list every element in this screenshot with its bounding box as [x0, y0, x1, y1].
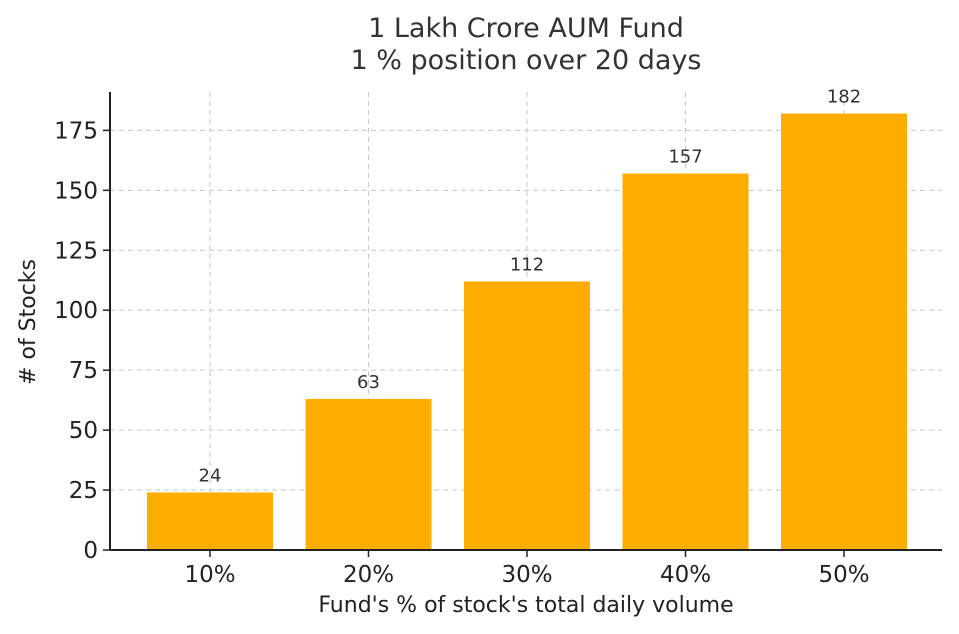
bar-30pct	[464, 281, 590, 550]
y-tick-label: 100	[54, 298, 98, 324]
y-tick-label: 0	[83, 538, 98, 564]
y-ticks: 0 25 50 75 100 125 150 175	[54, 118, 110, 564]
y-tick-label: 25	[69, 478, 98, 504]
chart-subtitle: 1 % position over 20 days	[351, 45, 702, 76]
y-tick-label: 50	[69, 418, 98, 444]
y-tick-label: 175	[54, 118, 98, 144]
y-tick-label: 150	[54, 178, 98, 204]
y-tick-label: 125	[54, 238, 98, 264]
data-label: 24	[199, 465, 222, 486]
bar-40pct	[622, 173, 749, 550]
data-labels: 24 63 112 157 182	[199, 87, 862, 487]
bar-10pct	[147, 492, 273, 550]
bar-50pct	[781, 113, 907, 551]
x-tick-label: 50%	[818, 562, 869, 588]
x-tick-label: 30%	[501, 562, 552, 588]
chart-title: 1 Lakh Crore AUM Fund	[368, 13, 684, 44]
y-axis-label: # of Stocks	[16, 259, 41, 385]
data-label: 157	[668, 147, 702, 168]
axes	[109, 92, 942, 551]
x-ticks: 10% 20% 30% 40% 50%	[184, 550, 870, 588]
x-axis-label: Fund's % of stock's total daily volume	[318, 593, 733, 618]
x-tick-label: 40%	[660, 562, 711, 588]
y-tick-label: 75	[69, 358, 98, 384]
x-tick-label: 10%	[184, 562, 235, 588]
data-label: 182	[827, 87, 861, 108]
x-tick-label: 20%	[343, 562, 394, 588]
bars	[147, 113, 907, 551]
bar-20pct	[305, 398, 432, 550]
data-label: 63	[357, 372, 380, 393]
data-label: 112	[510, 254, 544, 275]
